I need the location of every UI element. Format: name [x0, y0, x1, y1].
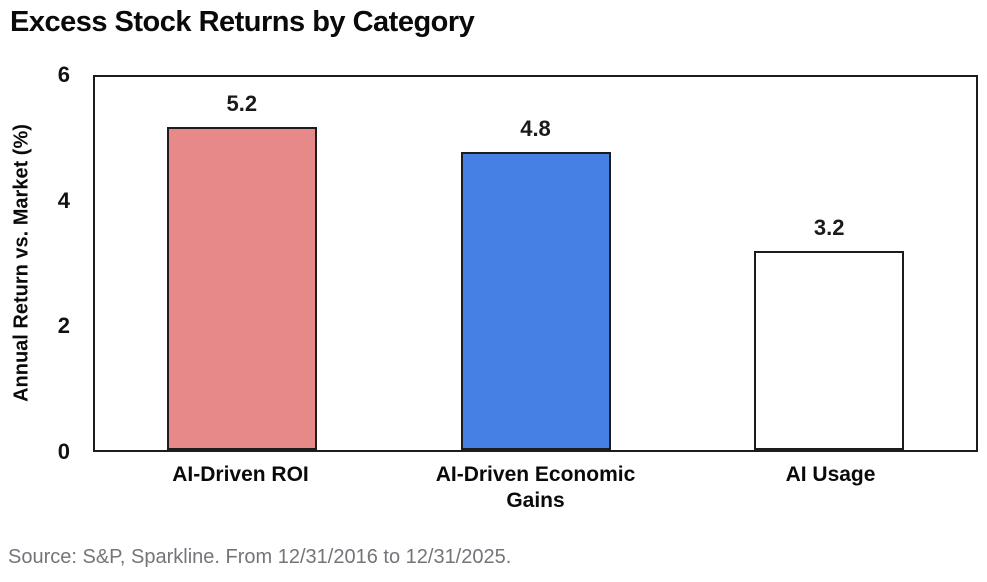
x-category-label: AI Usage — [785, 463, 876, 486]
source-note: Source: S&P, Sparkline. From 12/31/2016 … — [8, 546, 512, 568]
y-axis-ticks: 0 2 4 6 — [36, 62, 70, 464]
plot-area: 5.2 4.8 3.2 — [93, 75, 978, 452]
bar-1 — [166, 126, 317, 450]
x-label-cell: AI Usage — [683, 462, 978, 515]
bar-3 — [754, 251, 905, 450]
bar-slot: 4.8 — [389, 77, 683, 450]
bar-value-label: 5.2 — [226, 90, 258, 116]
bar-slot: 5.2 — [95, 77, 389, 450]
bars-container: 5.2 4.8 3.2 — [95, 77, 976, 450]
x-category-label: AI-Driven ROI — [172, 463, 309, 486]
x-label-cell: AI-Driven Economic Gains — [388, 462, 683, 515]
bar-value-label: 4.8 — [520, 115, 551, 141]
chart-title: Excess Stock Returns by Category — [10, 6, 475, 38]
y-tick-label: 4 — [57, 187, 70, 213]
bar-value-label: 3.2 — [813, 215, 845, 241]
x-category-label: AI-Driven Economic Gains — [435, 463, 636, 513]
y-tick-label: 6 — [57, 62, 70, 87]
x-label-cell: AI-Driven ROI — [93, 462, 388, 515]
x-axis-labels: AI-Driven ROI AI-Driven Economic Gains AI … — [93, 462, 978, 515]
y-tick-label: 0 — [57, 439, 70, 464]
y-axis-title: Annual Return vs. Market (%) — [10, 124, 33, 402]
y-tick-label: 2 — [57, 313, 70, 339]
bar-slot: 3.2 — [682, 77, 976, 450]
bar-2 — [460, 151, 611, 450]
